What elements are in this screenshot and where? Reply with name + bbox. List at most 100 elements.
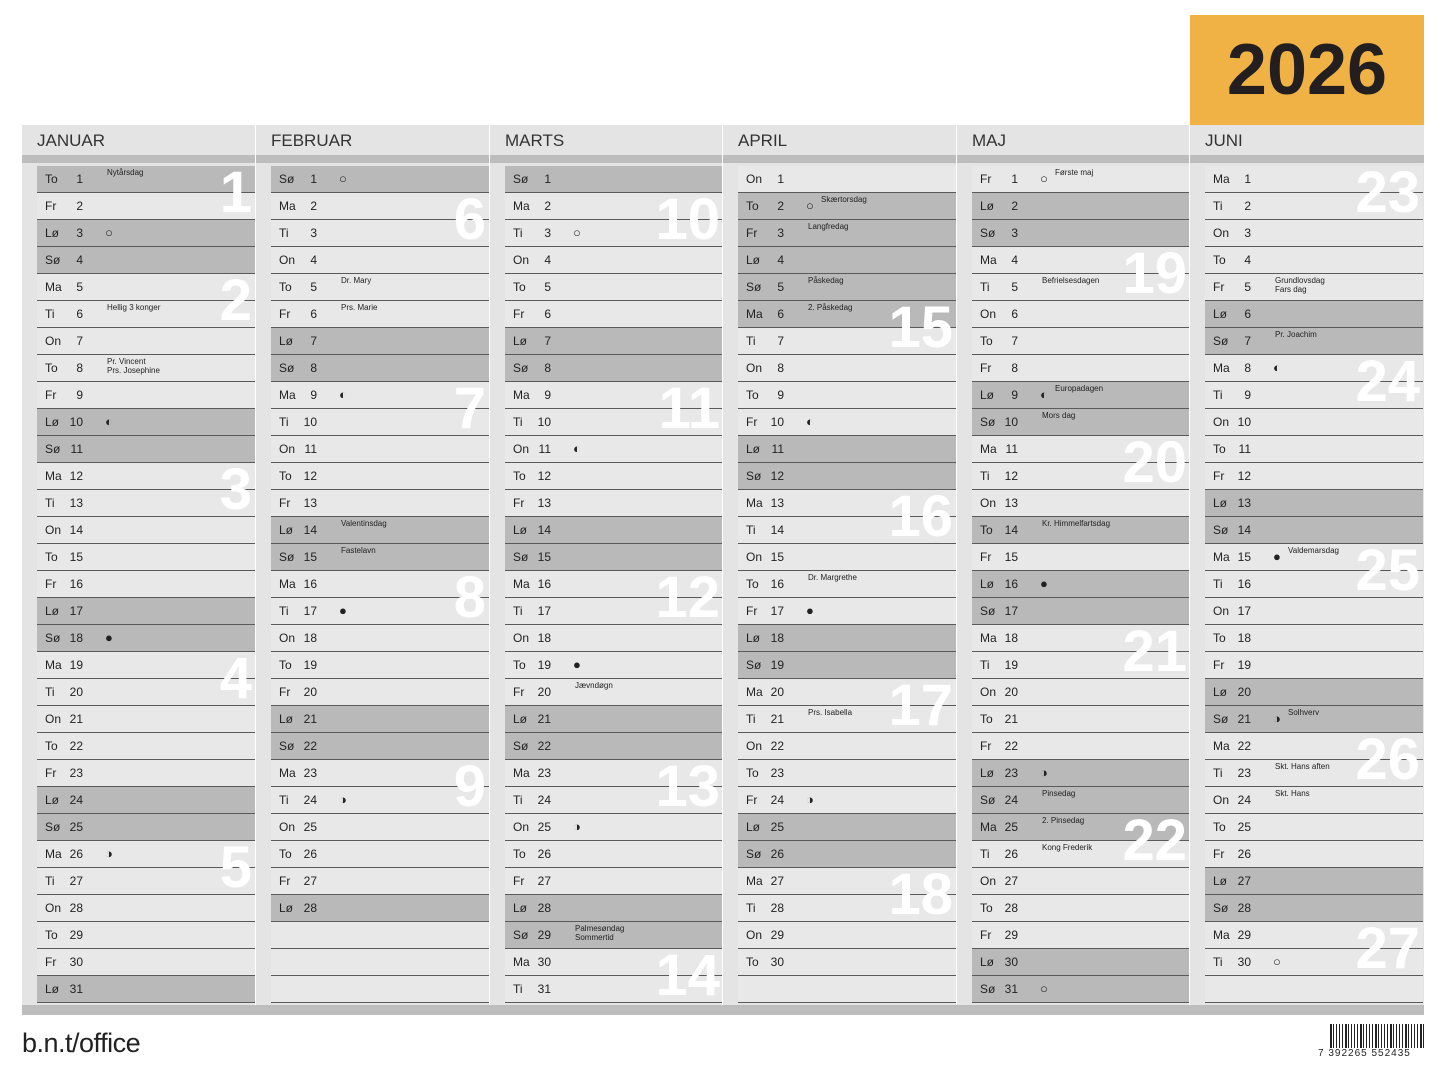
day-number: 16 [303,577,317,591]
day-row: To 5 Dr. Mary [271,274,489,301]
note: Valentinsdag [341,519,387,528]
note: Jævndøgn [575,681,613,690]
day-row: Lø 14 [505,517,723,544]
weekday: To [513,469,526,483]
day-number: 1 [310,172,317,186]
note: Nytårsdag [107,168,144,177]
bar-line [1369,1024,1370,1048]
weekday: To [746,577,759,591]
day-number: 29 [770,928,784,942]
note: Grundlovsdag [1275,276,1325,285]
weekday: Ma [746,685,763,699]
bar-line [1366,1024,1367,1048]
weekday: To [746,766,759,780]
day-number: 25 [770,820,784,834]
week-number: 25 [1355,538,1420,603]
weekday: On [746,928,763,942]
weekday: To [279,658,292,672]
month-name: JUNI [1205,131,1243,150]
day-number: 25 [537,820,551,834]
day-number: 29 [1237,928,1251,942]
day-number: 14 [303,523,317,537]
day-row: On 18 [505,625,723,652]
weekday: Lø [980,766,995,780]
header-rule [22,155,1424,163]
day-number: 21 [303,712,317,726]
day-row [738,976,956,1003]
weekday: Ma [279,766,296,780]
day-number: 20 [537,685,551,699]
bar-line [1372,1024,1373,1048]
day-number: 11 [538,442,551,456]
day-row: To 15 [37,544,255,571]
weekday: Sø [513,550,529,564]
day-row: Fr 23 [37,760,255,787]
weekday: Fr [1213,658,1225,672]
day-row: Ti 9 [1205,382,1423,409]
day-row: On 3 [1205,220,1423,247]
day-number: 18 [537,631,551,645]
day-number: 15 [770,550,784,564]
day-number: 7 [1011,334,1018,348]
day-row: Sø 1 ○ [271,166,489,193]
weekday: Ma [746,307,763,321]
day-row: On 29 [738,922,956,949]
weekday: On [1213,415,1230,429]
day-number: 5 [76,280,83,294]
day-row: Ma 23 [505,760,723,787]
day-number: 2 [777,199,784,213]
day-row: Ma 23 [271,760,489,787]
weekday: Lø [45,415,60,429]
day-row: Lø 27 [1205,868,1423,895]
day-row: Fr 10 ◐ [738,409,956,436]
day-number: 23 [1004,766,1018,780]
day-row: Sø 1 [505,166,723,193]
day-number: 7 [310,334,317,348]
weekday: Lø [980,577,995,591]
day-row: Ti 13 [37,490,255,517]
weekday: To [513,847,526,861]
day-row: Ti 19 [972,652,1190,679]
day-row: To 16 Dr. Margrethe [738,571,956,598]
weekday: Sø [279,739,295,753]
day-number: 25 [69,820,83,834]
day-row: Fr 27 [505,868,723,895]
day-number: 11 [1238,442,1251,456]
bar-line [1351,1024,1352,1048]
weekday: Ti [45,874,55,888]
day-row: To 5 [505,274,723,301]
day-number: 14 [69,523,83,537]
weekday: To [45,550,58,564]
day-number: 29 [1004,928,1018,942]
day-number: 24 [69,793,83,807]
day-row: To 28 [972,895,1190,922]
day-number: 26 [69,847,83,861]
week-number: 27 [1355,916,1420,981]
weekday: Ma [279,199,296,213]
weekday: Lø [513,901,528,915]
day-row: Sø 10 Mors dag [972,409,1190,436]
day-number: 8 [777,361,784,375]
weekday: Ti [980,280,990,294]
weekday: Lø [45,226,60,240]
weekday: Ma [1213,550,1230,564]
moon-phase: ◑ [573,819,581,834]
weekday: Ti [1213,577,1223,591]
weekday: Sø [980,604,996,618]
day-number: 17 [1004,604,1018,618]
day-number: 13 [770,496,784,510]
weekday: Ti [980,469,990,483]
column-divider [255,125,256,1005]
day-row: On 4 [505,247,723,274]
day-row: Fr 9 [37,382,255,409]
day-number: 6 [1244,307,1251,321]
day-row: Ti 24 ◑ [271,787,489,814]
weekday: Sø [279,550,295,564]
day-number: 2 [310,199,317,213]
weekday: Lø [1213,307,1228,321]
weekday: To [513,658,526,672]
day-number: 21 [69,712,83,726]
year: 2026 [1190,15,1424,125]
note: 2. Pinsedag [1042,816,1085,825]
